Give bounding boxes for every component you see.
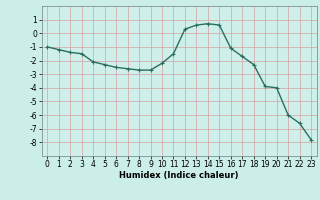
X-axis label: Humidex (Indice chaleur): Humidex (Indice chaleur) [119, 171, 239, 180]
